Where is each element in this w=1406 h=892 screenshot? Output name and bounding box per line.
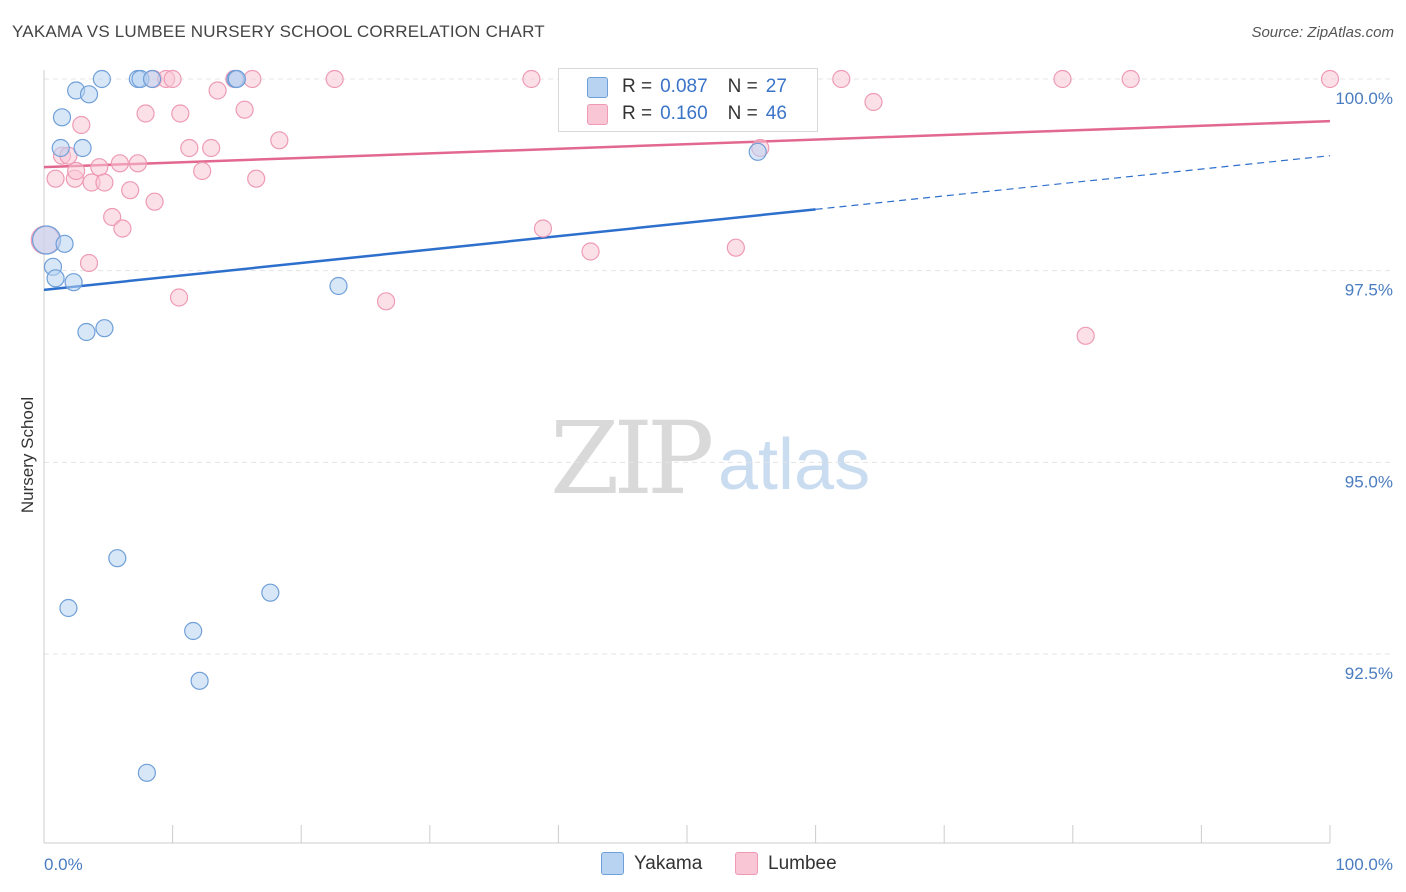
axes bbox=[43, 70, 1331, 844]
lumbee-point bbox=[247, 169, 266, 188]
lumbee-point bbox=[1076, 326, 1095, 345]
legend-lumbee-n-value: 46 bbox=[765, 103, 787, 124]
legend-yakama-r-label: R = bbox=[622, 76, 653, 97]
lumbee-swatch-icon bbox=[587, 103, 608, 125]
lumbee-point bbox=[1121, 69, 1140, 89]
yakama-trend-line bbox=[43, 208, 816, 292]
yakama-point bbox=[92, 69, 111, 89]
lumbee-legend-swatch-icon bbox=[735, 852, 758, 875]
yakama-point bbox=[184, 621, 203, 641]
yakama-point bbox=[748, 142, 767, 161]
lumbee-point bbox=[376, 292, 396, 311]
lumbee-point bbox=[193, 161, 212, 181]
lumbee-point bbox=[864, 92, 883, 112]
legend-yakama-n-label: N = bbox=[727, 76, 758, 97]
lumbee-point bbox=[163, 69, 182, 89]
bottom-legend-lumbee: Lumbee bbox=[735, 852, 837, 875]
yakama-legend-swatch-icon bbox=[601, 852, 624, 875]
legend-box: R = 0.087 N = 27 R = 0.160 N = 46 bbox=[558, 68, 818, 132]
legend-yakama-n-value: 27 bbox=[765, 76, 787, 97]
yakama-point bbox=[108, 549, 127, 568]
yakama-point bbox=[142, 69, 162, 89]
lumbee-point bbox=[90, 158, 109, 177]
legend-row-lumbee: R = 0.160 N = 46 bbox=[587, 101, 787, 127]
lumbee-point bbox=[202, 138, 221, 158]
yakama-point bbox=[137, 763, 156, 782]
lumbee-point bbox=[79, 253, 99, 273]
lumbee-point bbox=[95, 173, 114, 192]
yakama-point bbox=[73, 138, 92, 158]
lumbee-point bbox=[72, 115, 91, 135]
lumbee-point bbox=[136, 104, 155, 123]
lumbee-point bbox=[121, 181, 140, 200]
yakama-point bbox=[55, 234, 74, 253]
bottom-legend-lumbee-label: Lumbee bbox=[768, 852, 837, 874]
bottom-legend-yakama-label: Yakama bbox=[634, 852, 703, 874]
legend-lumbee-r-label: R = bbox=[622, 103, 653, 124]
yakama-point bbox=[95, 319, 114, 338]
yakama-point bbox=[261, 583, 280, 602]
lumbee-point bbox=[581, 242, 600, 261]
lumbee-point bbox=[113, 219, 132, 238]
trend-lines bbox=[43, 119, 1331, 292]
lumbee-point bbox=[46, 169, 65, 188]
lumbee-point bbox=[235, 100, 254, 119]
y-axis-label: Nursery School bbox=[18, 397, 37, 513]
yakama-point bbox=[329, 276, 348, 296]
yakama-point bbox=[190, 671, 209, 690]
y-tick-label: 95.0% bbox=[1345, 472, 1393, 491]
lumbee-point bbox=[169, 288, 189, 307]
lumbee-point bbox=[1320, 69, 1340, 89]
lumbee-point bbox=[533, 219, 553, 238]
x-tick-label-min: 0.0% bbox=[44, 855, 83, 874]
lumbee-point bbox=[325, 69, 344, 89]
lumbee-point bbox=[522, 69, 541, 89]
chart-title: YAKAMA VS LUMBEE NURSERY SCHOOL CORRELAT… bbox=[12, 22, 545, 41]
lumbee-point bbox=[171, 104, 190, 123]
lumbee-trend-line bbox=[43, 119, 1331, 169]
lumbee-point bbox=[243, 69, 262, 89]
x-tick-label-max: 100.0% bbox=[1335, 855, 1393, 874]
yakama-point bbox=[52, 108, 72, 127]
lumbee-point bbox=[128, 154, 147, 173]
watermark-atlas: atlas bbox=[718, 425, 871, 505]
yakama-point bbox=[59, 598, 78, 618]
lumbee-point bbox=[145, 192, 164, 211]
lumbee-point bbox=[180, 138, 199, 158]
yakama-point bbox=[79, 85, 99, 104]
yakama-point bbox=[46, 269, 65, 288]
watermark-zip: ZIP bbox=[550, 400, 714, 517]
yakama-point bbox=[51, 138, 70, 158]
yakama-point bbox=[227, 69, 246, 89]
lumbee-point bbox=[110, 154, 129, 173]
y-tick-label: 97.5% bbox=[1345, 281, 1393, 300]
grid-lines bbox=[44, 78, 1392, 655]
source-label: Source: ZipAtlas.com bbox=[1251, 24, 1394, 41]
lumbee-point bbox=[208, 81, 227, 100]
yakama-point bbox=[64, 273, 83, 292]
bottom-legend-yakama: Yakama bbox=[601, 852, 702, 875]
tick-labels: 92.5% 95.0% 97.5% 100.0% 0.0% 100.0% Nursery S… bbox=[18, 89, 1393, 874]
y-tick-label: 92.5% bbox=[1345, 664, 1393, 683]
yakama-swatch-icon bbox=[587, 76, 608, 98]
y-tick-label: 100.0% bbox=[1335, 89, 1393, 108]
yakama-point bbox=[77, 322, 96, 342]
lumbee-point bbox=[1053, 69, 1072, 89]
legend-lumbee-r-value: 0.160 bbox=[660, 103, 708, 124]
lumbee-point bbox=[270, 131, 289, 150]
lumbee-point bbox=[67, 161, 86, 181]
yakama-trend-extension bbox=[815, 155, 1331, 210]
lumbee-point bbox=[103, 207, 122, 227]
lumbee-point bbox=[832, 69, 851, 89]
lumbee-point bbox=[726, 238, 745, 257]
legend-row-yakama: R = 0.087 N = 27 bbox=[587, 74, 787, 100]
data-points bbox=[30, 69, 1340, 782]
legend-lumbee-n-label: N = bbox=[727, 103, 758, 124]
legend-yakama-r-value: 0.087 bbox=[660, 76, 708, 97]
